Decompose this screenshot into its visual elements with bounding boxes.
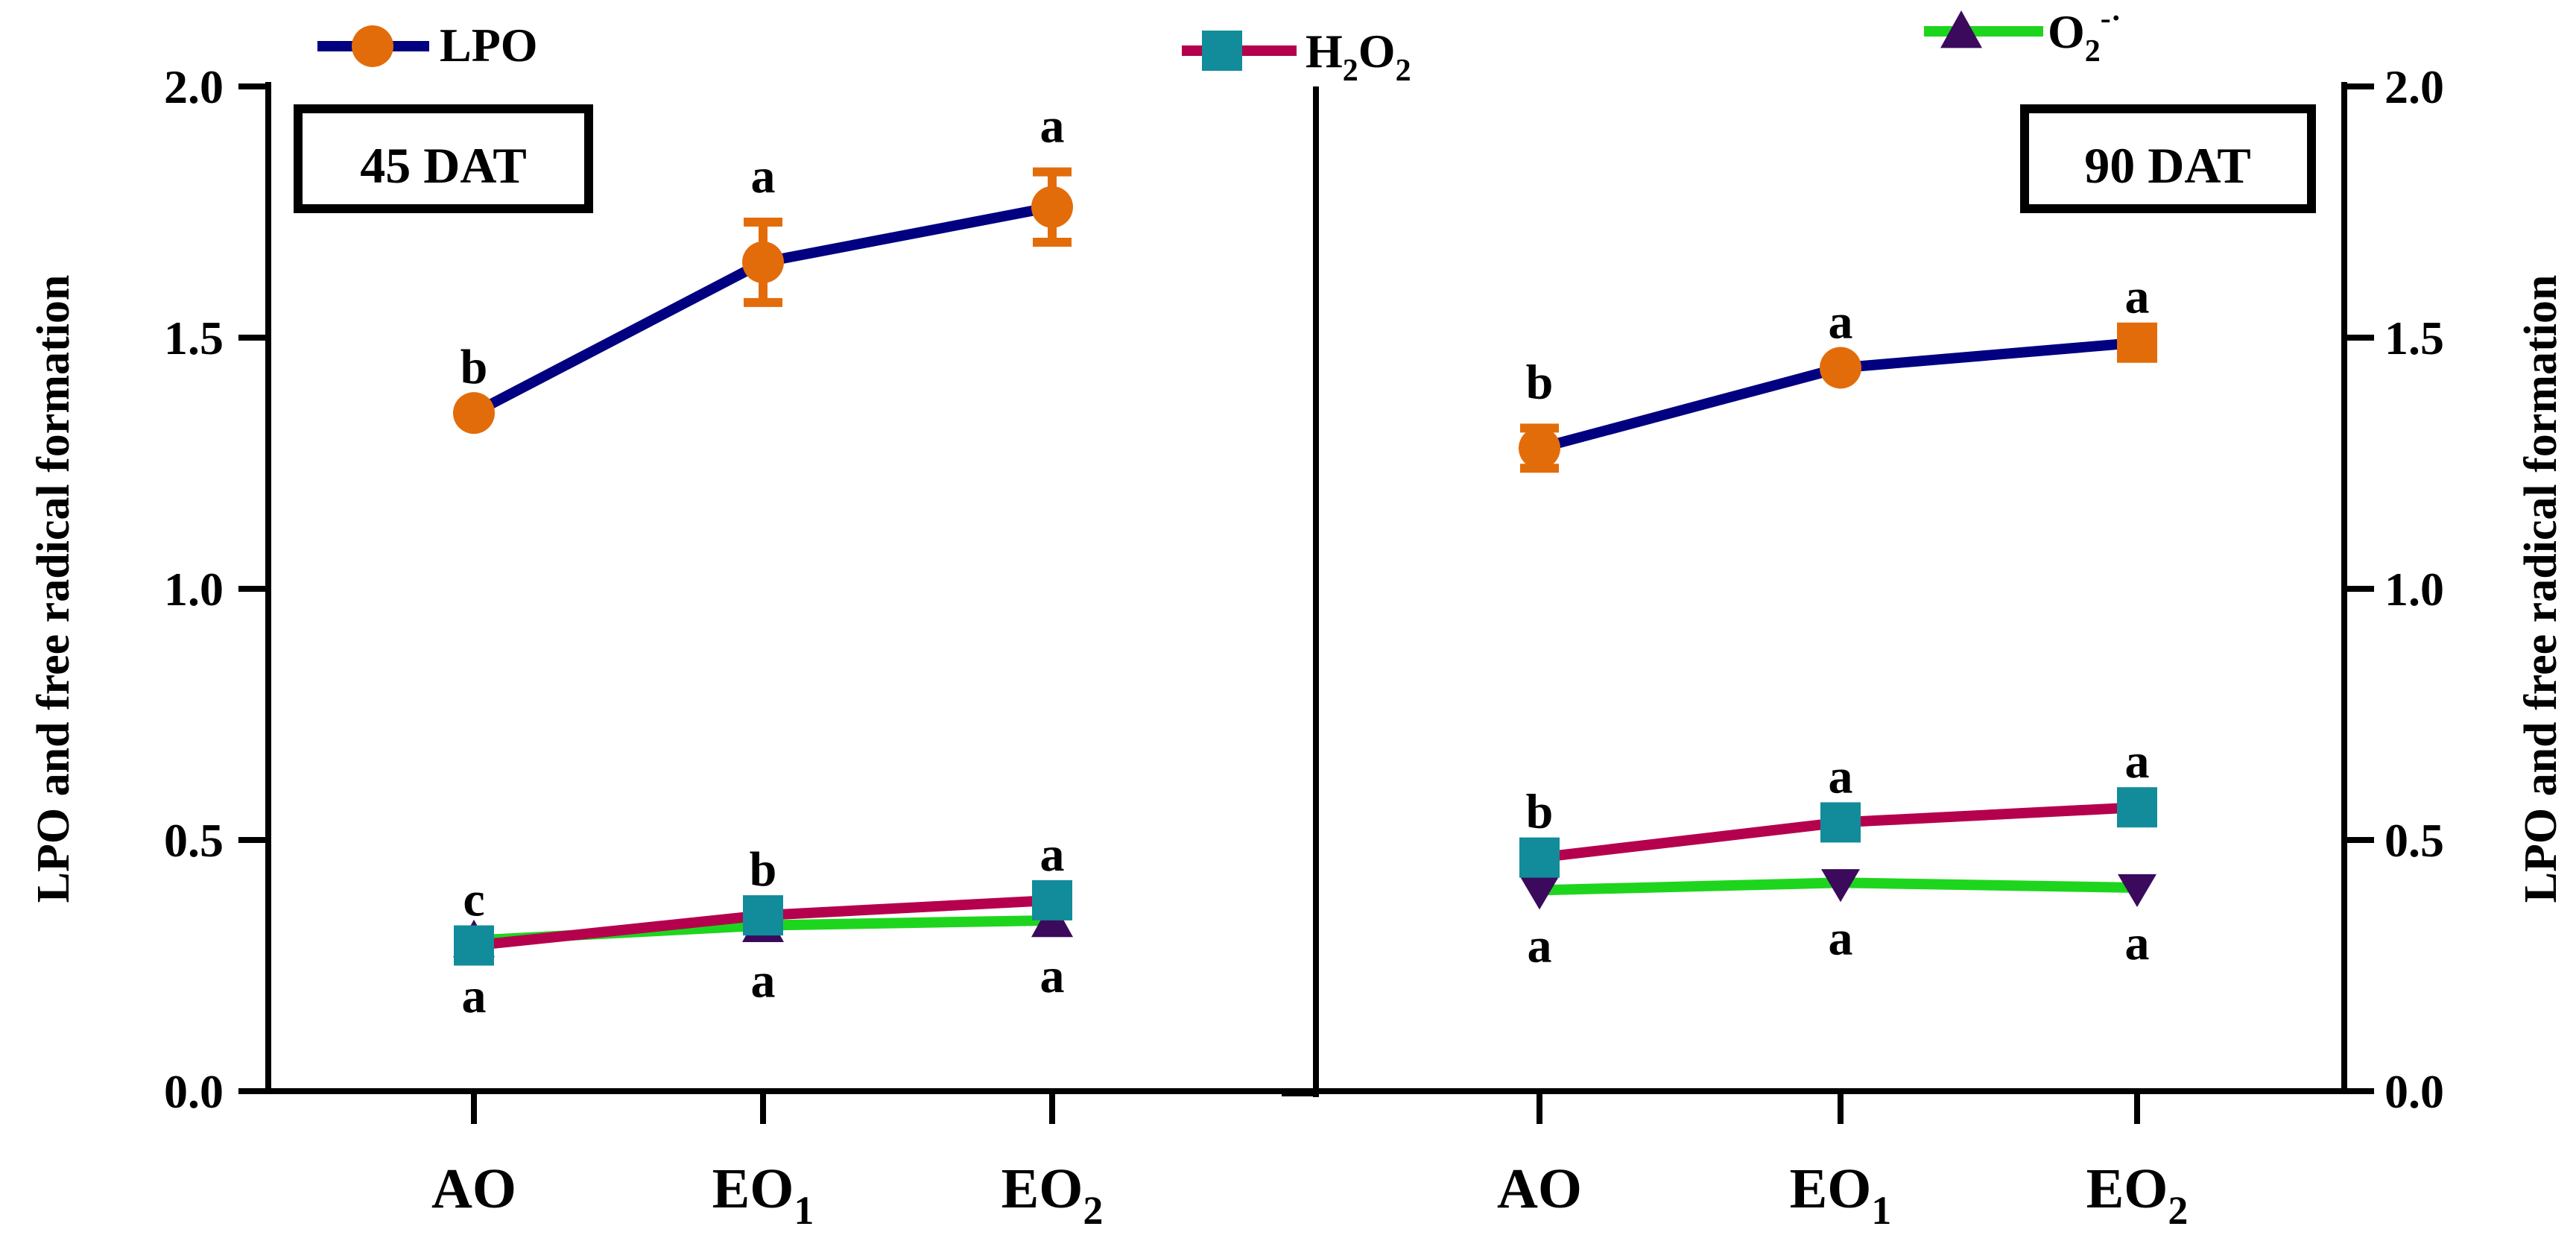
- marker-square: [2117, 322, 2157, 363]
- legend-label: LPO: [440, 19, 538, 72]
- series-lpo: b a a: [453, 99, 1073, 435]
- series-h2o2: ba a: [1519, 734, 2157, 878]
- x-tick-label: AO: [1497, 1158, 1582, 1220]
- x-tick-label-base: EO: [2086, 1158, 2168, 1220]
- x-tick-label: EO1: [1790, 1158, 1892, 1233]
- legend-item-lpo: LPO: [317, 19, 538, 72]
- x-tick-label-sub: 2: [2168, 1188, 2188, 1233]
- marker-triangle: [1940, 10, 1982, 48]
- significance-letter: b: [750, 842, 777, 897]
- marker-circle: [1031, 186, 1073, 228]
- y-tick-label-left: 2.0: [164, 60, 224, 113]
- marker-square: [1820, 802, 1861, 843]
- significance-letter: a: [1829, 749, 1853, 803]
- significance-letter: b: [1526, 785, 1554, 839]
- marker-square: [454, 925, 494, 966]
- marker-square: [1032, 879, 1072, 920]
- x-tick-label-sub: 1: [794, 1188, 814, 1233]
- x-tick-label-base: EO: [1790, 1158, 1872, 1220]
- significance-letter: b: [461, 340, 488, 394]
- marker-circle: [1519, 427, 1560, 470]
- series-lpo: b a a: [1519, 270, 2157, 473]
- y-tick-label-right: 1.5: [2384, 312, 2444, 364]
- x-tick-label-base: AO: [1497, 1158, 1582, 1220]
- significance-letter: c: [463, 873, 484, 927]
- legend-label-part: 2: [2085, 34, 2101, 69]
- marker-triangle-down: [1821, 869, 1860, 903]
- y-tick-label-left: 1.5: [164, 312, 224, 364]
- significance-letter: a: [462, 969, 487, 1023]
- panel-2: 90 DAT a a a b a a b a a: [1519, 104, 2316, 973]
- legend-label: O2-·: [2048, 1, 2121, 69]
- y-axis-title-right: LPO and free radical formation: [2516, 275, 2566, 903]
- legend-label-part: 2: [1396, 54, 1411, 88]
- y-tick-label-left: 0.0: [164, 1065, 224, 1118]
- y-tick-label-right: 0.0: [2384, 1065, 2444, 1118]
- legend-label-part: O: [1358, 25, 1396, 78]
- significance-letter: a: [2125, 916, 2150, 970]
- legend-label-part: -·: [2101, 1, 2121, 36]
- marker-circle: [742, 241, 784, 283]
- x-tick-label-sub: 1: [1871, 1188, 1891, 1233]
- marker-triangle-down: [1520, 877, 1559, 910]
- x-tick-label: AO: [431, 1158, 516, 1220]
- panel-label-box: [2020, 104, 2316, 213]
- panel-label: 45 DAT: [360, 137, 527, 194]
- x-tick-label: EO2: [2086, 1158, 2189, 1233]
- legend-item-o2: O2-·: [1924, 1, 2121, 69]
- legend-label-part: 2: [1343, 54, 1358, 88]
- legend-item-h2o2: H2O2: [1182, 25, 1411, 88]
- x-tick-label: EO2: [1001, 1158, 1104, 1233]
- y-tick-label-right: 2.0: [2384, 60, 2444, 113]
- axes: 0.0 0.0 0.5 0.5 1.0 1.0 1.5 1.5 2.0 2.0 LPO and fr…: [28, 60, 2566, 1233]
- x-tick-label-base: EO: [1001, 1158, 1083, 1220]
- y-tick-label-right: 1.0: [2384, 563, 2444, 616]
- significance-letter: b: [1526, 355, 1554, 409]
- marker-square: [1519, 837, 1560, 878]
- y-axis-title-left: LPO and free radical formation: [28, 275, 79, 903]
- significance-letter: a: [1040, 99, 1065, 154]
- x-tick-label-base: EO: [712, 1158, 794, 1220]
- marker-triangle-down: [2118, 874, 2156, 908]
- marker-square: [1202, 31, 1242, 71]
- panel-label: 90 DAT: [2084, 137, 2251, 194]
- marker-square: [2117, 787, 2157, 828]
- marker-circle: [453, 392, 495, 435]
- marker-circle: [352, 25, 393, 67]
- y-tick-label-right: 0.5: [2384, 814, 2444, 867]
- legend-label-part: H: [1306, 25, 1343, 78]
- series-h2o2: cb a: [454, 827, 1072, 966]
- marker-square: [743, 895, 783, 936]
- x-tick-label-base: AO: [431, 1158, 516, 1220]
- y-tick-label-left: 0.5: [164, 814, 224, 867]
- x-tick-label: EO1: [712, 1158, 814, 1233]
- significance-letter: a: [1040, 949, 1065, 1003]
- y-tick-label-left: 1.0: [164, 563, 224, 616]
- significance-letter: a: [1829, 294, 1853, 349]
- significance-letter: a: [1829, 911, 1853, 965]
- legend-label: H2O2: [1306, 25, 1411, 88]
- legend-label-part: O: [2048, 5, 2085, 58]
- significance-letter: a: [751, 954, 776, 1008]
- marker-circle: [1820, 347, 1861, 389]
- significance-letter: a: [2125, 734, 2150, 789]
- significance-letter: a: [1528, 918, 1552, 973]
- x-tick-label-sub: 2: [1083, 1188, 1103, 1233]
- significance-letter: a: [2125, 270, 2150, 324]
- panel-label-box: [294, 104, 593, 213]
- significance-letter: a: [1040, 827, 1065, 882]
- significance-letter: a: [751, 149, 776, 203]
